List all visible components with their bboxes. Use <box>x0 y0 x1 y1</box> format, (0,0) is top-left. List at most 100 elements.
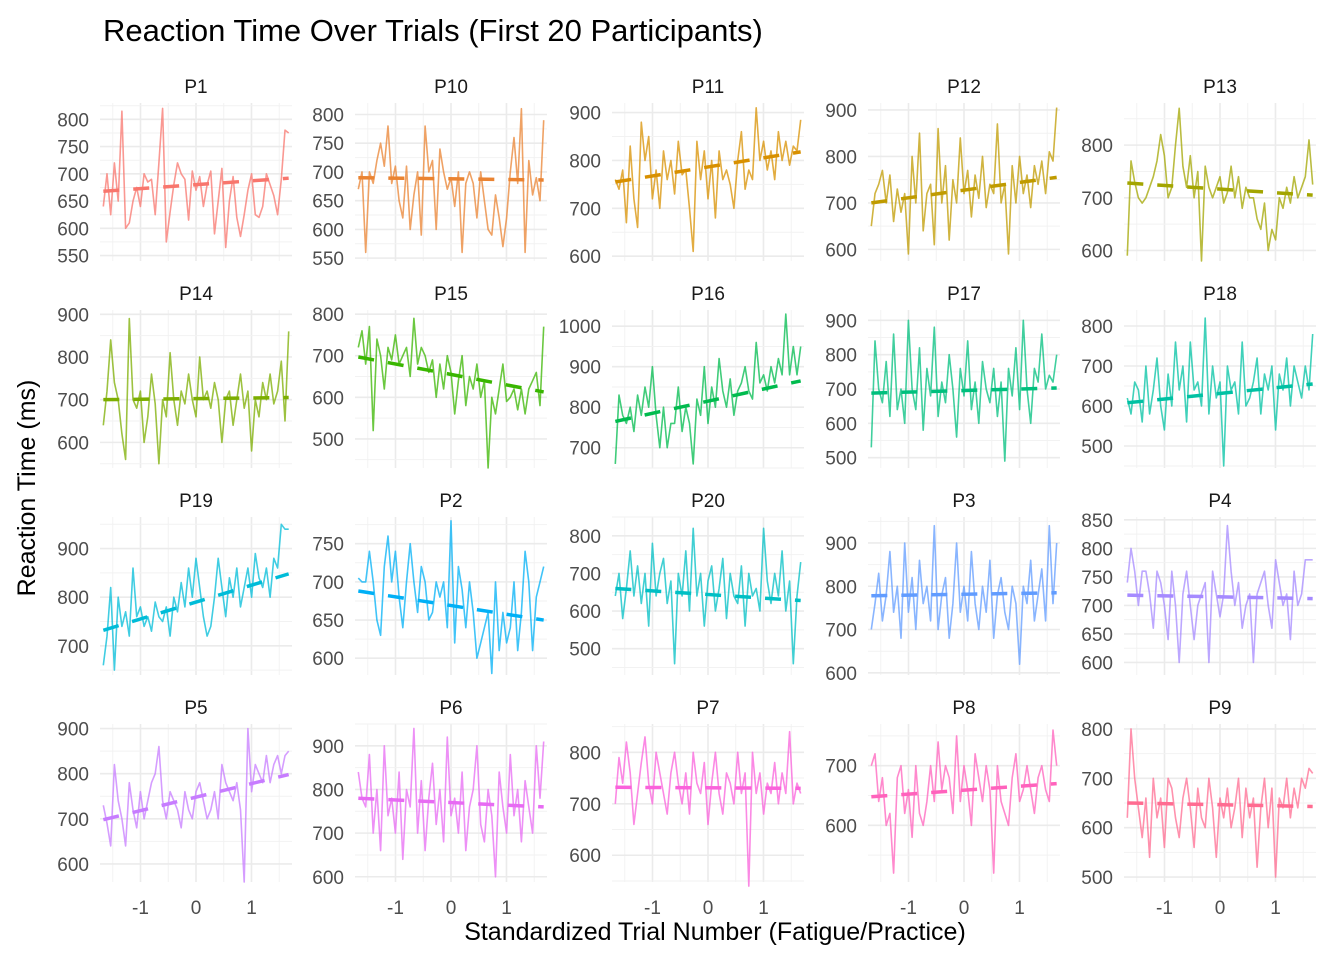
trend-line-p20 <box>615 586 801 603</box>
x-tick-label: 0 <box>191 898 202 919</box>
trend-line-p13 <box>1127 181 1313 197</box>
y-tick-label: 700 <box>825 757 857 778</box>
panel-p9: P9 500 600 700 800 -1 0 1 <box>1081 698 1316 919</box>
y-tick-label: 800 <box>825 577 857 598</box>
x-axis-title: Standardized Trial Number (Fatigue/Pract… <box>464 918 966 946</box>
y-tick-label: 900 <box>312 737 344 758</box>
panel-p20: P20 500 600 700 800 <box>569 491 804 675</box>
y-tick-label: 600 <box>312 388 344 409</box>
panel-strip-label: P18 <box>1203 284 1237 305</box>
y-tick-label: 750 <box>312 134 344 155</box>
y-tick-label: 800 <box>569 743 601 764</box>
series-line-p15 <box>357 317 545 469</box>
panel-strip-label: P1 <box>184 77 207 98</box>
y-tick-label: 600 <box>825 664 857 685</box>
panel-strip-label: P4 <box>1208 491 1232 512</box>
trend-line-p11 <box>615 150 801 184</box>
y-tick-label: 500 <box>825 449 857 470</box>
y-tick-label: 550 <box>57 247 89 268</box>
y-tick-label: 600 <box>569 846 601 867</box>
y-tick-label: 800 <box>312 305 344 326</box>
trend-line-p14 <box>103 395 289 402</box>
panel-p13: P13 600 700 800 <box>1081 77 1316 262</box>
y-tick-label: 800 <box>569 527 601 548</box>
x-tick-label: -1 <box>132 898 149 919</box>
y-tick-label: 600 <box>569 602 601 623</box>
trend-line-p1 <box>103 176 289 194</box>
series-line-p1 <box>102 107 290 249</box>
y-tick-label: 600 <box>1081 819 1113 840</box>
y-tick-label: 700 <box>569 564 601 585</box>
trend-line-p19 <box>102 572 290 632</box>
y-tick-label: 500 <box>1081 437 1113 458</box>
y-tick-label: 700 <box>825 194 857 215</box>
y-tick-label: 900 <box>57 540 89 561</box>
trend-line-p8 <box>871 781 1057 799</box>
panel-strip-label: P11 <box>692 77 724 98</box>
series-line-p6 <box>357 727 545 878</box>
y-tick-label: 900 <box>825 534 857 555</box>
trend-line-p6 <box>358 796 544 809</box>
series-line-p2 <box>357 519 545 675</box>
panel-p1: P1 550 600 650 700 750 800 <box>57 77 292 268</box>
x-tick-label: 0 <box>959 898 970 919</box>
panel-grid <box>612 724 804 882</box>
panel-p4: P4 600 650 700 750 800 850 <box>1081 491 1316 675</box>
panel-grid <box>612 516 804 675</box>
x-tick-label: -1 <box>387 898 404 919</box>
y-tick-label: 800 <box>57 348 89 369</box>
y-tick-label: 750 <box>57 138 89 159</box>
y-tick-label: 650 <box>312 611 344 632</box>
panel-p19: P19 700 800 900 <box>57 491 292 675</box>
y-tick-label: 600 <box>1081 397 1113 418</box>
panel-p5: P5 600 700 800 900 -1 0 1 <box>57 698 292 919</box>
series-line-p8 <box>870 729 1058 874</box>
panel-p11: P11 600 700 800 900 <box>569 77 804 268</box>
y-tick-label: 650 <box>312 192 344 213</box>
y-tick-label: 600 <box>825 240 857 261</box>
y-tick-label: 800 <box>312 780 344 801</box>
y-tick-label: 750 <box>312 535 344 556</box>
y-tick-label: 650 <box>1081 625 1113 646</box>
y-tick-label: 800 <box>57 110 89 131</box>
y-tick-label: 700 <box>825 380 857 401</box>
y-tick-label: 700 <box>569 795 601 816</box>
trend-line-p5 <box>102 772 290 822</box>
y-tick-label: 750 <box>1081 568 1113 589</box>
y-tick-label: 800 <box>1081 539 1113 560</box>
panel-strip-label: P15 <box>434 284 468 305</box>
y-tick-label: 800 <box>1081 317 1113 338</box>
x-tick-label: 1 <box>246 898 257 919</box>
panel-grid <box>612 310 804 469</box>
y-tick-label: 900 <box>57 305 89 326</box>
y-tick-label: 700 <box>312 573 344 594</box>
series-line-p18 <box>1126 317 1314 467</box>
panel-strip-label: P7 <box>696 698 719 719</box>
y-tick-label: 800 <box>312 105 344 126</box>
y-tick-label: 600 <box>825 414 857 435</box>
trend-line-p17 <box>871 386 1057 395</box>
panel-p8: P8 600 700 -1 0 1 <box>825 698 1060 919</box>
y-tick-label: 600 <box>57 219 89 240</box>
y-tick-label: 600 <box>825 816 857 837</box>
x-tick-label: 1 <box>1270 898 1281 919</box>
panel-strip-label: P6 <box>439 698 462 719</box>
panel-grid <box>1124 517 1316 675</box>
x-tick-label: -1 <box>644 898 661 919</box>
x-tick-label: -1 <box>900 898 917 919</box>
y-tick-label: 600 <box>312 220 344 241</box>
y-tick-label: 900 <box>569 104 601 125</box>
panel-p17: P17 500 600 700 800 900 <box>825 284 1060 470</box>
y-tick-label: 700 <box>1081 357 1113 378</box>
series-line-p16 <box>614 313 802 465</box>
trend-line-p15 <box>358 355 544 394</box>
facet-panels: P1 550 600 650 700 750 800 P10 550 600 650 700 750 80… <box>57 77 1316 919</box>
y-tick-label: 600 <box>312 649 344 670</box>
y-tick-label: 1000 <box>559 317 601 338</box>
y-tick-label: 700 <box>312 347 344 368</box>
x-tick-label: 0 <box>703 898 714 919</box>
panel-p7: P7 600 700 800 -1 0 1 <box>569 698 804 919</box>
y-tick-label: 600 <box>57 855 89 876</box>
y-tick-label: 600 <box>312 868 344 889</box>
